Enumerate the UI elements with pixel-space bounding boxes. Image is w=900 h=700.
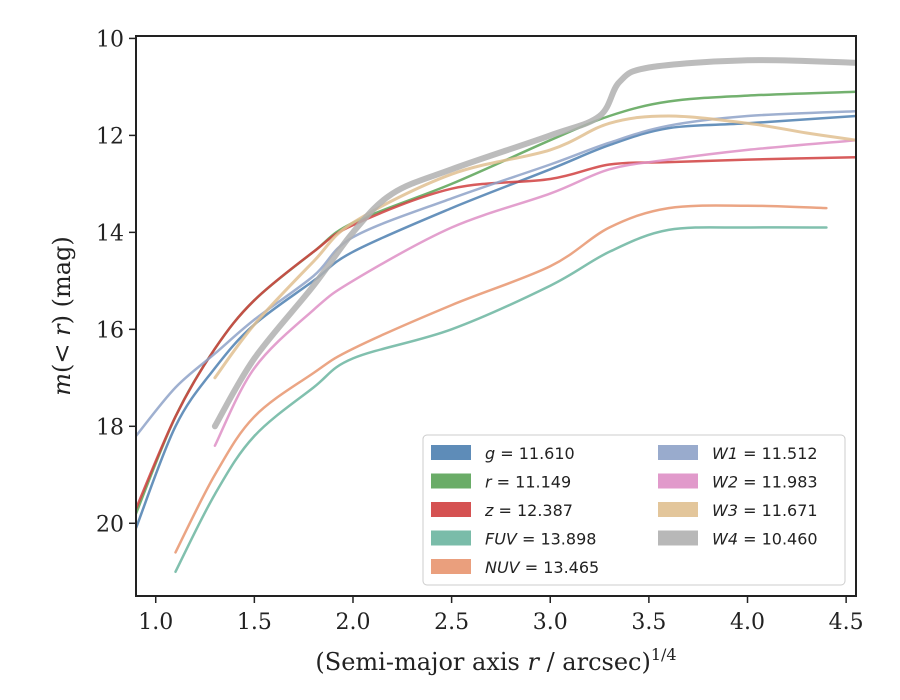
x-tick-label: 3.5 [631, 610, 666, 635]
x-axis-label-pre: (Semi-major axis [315, 648, 527, 676]
legend: g = 11.610 r = 11.149 z = 12.387 FUV = 13.8… [422, 434, 846, 586]
plot-frame [135, 35, 857, 597]
series-line-fuv [174, 226, 828, 574]
legend-label-w4: W4 = 10.460 [712, 530, 818, 549]
x-tick-label: 2.0 [335, 610, 370, 635]
y-tick-label: 16 [96, 318, 124, 343]
series-line-g [136, 114, 856, 530]
legend-label-nuv: NUV = 13.465 [485, 558, 599, 577]
y-axis: 10 12 14 16 18 20 [96, 27, 136, 537]
legend-label-w1: W1 = 11.512 [712, 444, 818, 463]
series-line-w3 [213, 114, 856, 380]
series-layer [136, 57, 856, 574]
legend-swatch-w4 [658, 530, 698, 546]
y-axis-label: m(< r) (mag) [48, 236, 76, 396]
y-axis-label-open: ( [48, 364, 76, 373]
x-axis-label-sup: 1/4 [651, 645, 677, 664]
series-line-w2 [213, 138, 856, 447]
x-tick-label: 4.5 [829, 610, 864, 635]
x-axis-label-post: / arcsec) [539, 648, 651, 676]
series-line-w1 [136, 109, 856, 438]
x-axis-label: (Semi-major axis r / arcsec)1/4 [315, 645, 676, 676]
legend-swatch-r [431, 473, 471, 489]
x-tick-label: 3.0 [533, 610, 568, 635]
legend-swatch-fuv [431, 530, 471, 546]
series-line-w4 [211, 57, 856, 430]
legend-swatch-nuv [431, 559, 471, 574]
x-tick-label: 2.5 [434, 610, 469, 635]
x-axis-label-var: r [527, 648, 540, 676]
series-line-z [136, 155, 856, 510]
y-axis-label-r: r [48, 323, 76, 336]
series-line-nuv [174, 204, 828, 554]
y-tick-label: 10 [96, 27, 124, 52]
legend-label-fuv: FUV = 13.898 [485, 530, 596, 549]
y-axis-label-lt: < [48, 336, 76, 364]
y-axis-label-m: m [48, 373, 76, 396]
legend-label-g: g = 11.610 [485, 444, 575, 463]
legend-swatch-w2 [658, 473, 698, 489]
legend-label-w3: W3 = 11.671 [712, 501, 818, 520]
legend-label-z: z = 12.387 [484, 501, 573, 520]
y-tick-label: 20 [96, 512, 124, 537]
legend-label-r: r = 11.149 [485, 473, 571, 492]
y-tick-label: 14 [96, 221, 124, 246]
legend-box [422, 434, 846, 586]
legend-entries: g = 11.610 r = 11.149 z = 12.387 FUV = 13.8… [431, 444, 818, 577]
legend-swatch-w3 [658, 502, 698, 517]
x-tick-label: 1.5 [237, 610, 272, 635]
legend-swatch-g [431, 445, 471, 460]
y-tick-label: 18 [96, 415, 124, 440]
x-tick-label: 1.0 [138, 610, 173, 635]
x-tick-label: 4.0 [730, 610, 765, 635]
y-axis-label-close: ) (mag) [48, 236, 76, 324]
x-axis: 1.0 1.5 2.0 2.5 3.0 3.5 4.0 4.5 [138, 596, 864, 635]
legend-swatch-w1 [658, 445, 698, 460]
y-tick-label: 12 [96, 124, 124, 149]
legend-label-w2: W2 = 11.983 [712, 473, 818, 492]
legend-swatch-z [431, 502, 471, 517]
